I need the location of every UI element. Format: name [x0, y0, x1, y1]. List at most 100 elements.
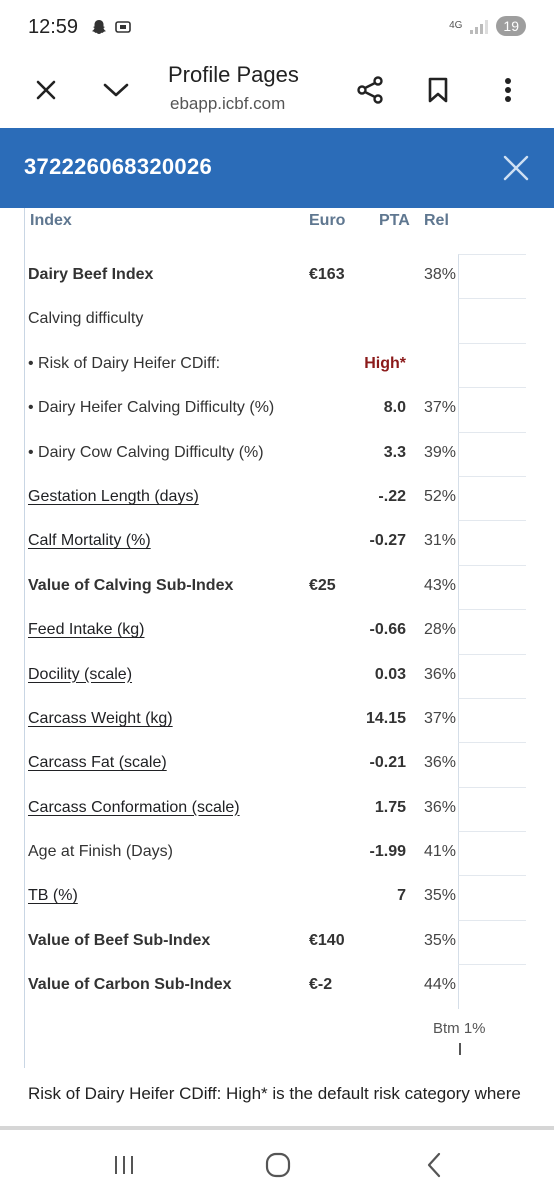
table-row: • Dairy Cow Calving Difficulty (%) 3.3 39%	[0, 431, 554, 476]
battery-badge: 19	[496, 16, 526, 36]
table-row: Age at Finish (Days) -1.99 41%	[0, 831, 554, 876]
table-row[interactable]: Carcass Weight (kg) 14.15 37%	[0, 697, 554, 743]
table-row[interactable]: Docility (scale) 0.03 36%	[0, 653, 554, 698]
table-row[interactable]: Feed Intake (kg) -0.66 28%	[0, 609, 554, 654]
table-header: Index Euro PTA Rel	[24, 208, 529, 240]
euro-value: €-2	[309, 976, 333, 994]
share-icon	[357, 76, 383, 104]
browser-header: Profile Pages ebapp.icbf.com	[0, 58, 554, 128]
trait-link[interactable]: Feed Intake (kg)	[28, 621, 145, 639]
trait-link[interactable]: Calf Mortality (%)	[28, 532, 151, 550]
header-rel: Rel	[424, 212, 449, 229]
graph-cell	[458, 387, 526, 432]
status-right: 4G 19	[449, 16, 526, 36]
graph-cell	[458, 742, 526, 787]
row-label: Value of Beef Sub-Index	[28, 931, 211, 949]
rel-value: 37%	[424, 399, 457, 417]
trait-link[interactable]: Carcass Fat (scale)	[28, 754, 167, 772]
euro-value: €25	[309, 576, 336, 594]
trait-link[interactable]: Carcass Conformation (scale)	[28, 798, 240, 816]
recents-icon	[115, 1156, 133, 1174]
risk-value: High*	[364, 354, 406, 372]
graph-cell	[458, 653, 526, 698]
table-row[interactable]: Carcass Fat (scale) -0.21 36%	[0, 742, 554, 787]
scale-tick	[459, 1043, 461, 1055]
graph-cell	[458, 564, 526, 610]
rel-value: 36%	[424, 665, 457, 683]
graph-cell	[458, 298, 526, 343]
euro-value: €163	[309, 266, 345, 283]
home-icon	[265, 1152, 291, 1178]
notification-icons	[90, 18, 132, 36]
rel-value: 43%	[424, 576, 457, 594]
scale-label: Btm 1%	[433, 1020, 486, 1037]
graph-cell	[458, 964, 526, 1009]
row-label: Value of Carbon Sub-Index	[28, 976, 232, 994]
more-options-button[interactable]	[488, 70, 528, 110]
rel-value: 31%	[424, 532, 457, 550]
table-row: Value of Calving Sub-Index €25 43%	[0, 564, 554, 610]
page-url: ebapp.icbf.com	[170, 94, 286, 113]
row-label: Value of Calving Sub-Index	[28, 576, 234, 594]
animal-id-title: 372226068320026	[24, 154, 213, 179]
content-bottom-divider	[0, 1126, 554, 1130]
system-nav-bar	[0, 1130, 554, 1200]
graph-cell	[458, 697, 526, 743]
pta-value: 8.0	[383, 399, 406, 417]
table-row: Value of Carbon Sub-Index €-2 44%	[0, 964, 554, 1009]
rel-value: 52%	[424, 487, 457, 505]
chevron-down-icon	[103, 83, 129, 97]
index-table-rows: Dairy Beef Index €163 38% Calving difficult…	[0, 254, 554, 1009]
close-tab-button[interactable]	[26, 70, 66, 110]
rel-value: 35%	[424, 887, 457, 905]
rel-value: 37%	[424, 709, 457, 727]
table-row: Dairy Beef Index €163 38%	[0, 254, 554, 299]
back-button[interactable]	[414, 1148, 454, 1182]
graph-cell	[458, 875, 526, 920]
bookmark-icon	[428, 77, 448, 103]
graph-cell	[458, 609, 526, 654]
close-icon	[36, 80, 56, 100]
trait-link[interactable]: Docility (scale)	[28, 665, 133, 683]
table-left-border	[24, 208, 25, 1068]
row-label: • Dairy Cow Calving Difficulty (%)	[28, 443, 264, 461]
network-type: 4G	[449, 20, 463, 31]
screen-record-icon	[114, 18, 132, 36]
row-label: • Dairy Heifer Calving Difficulty (%)	[28, 399, 275, 417]
table-row: Calving difficulty	[0, 298, 554, 343]
table-row[interactable]: TB (%) 7 35%	[0, 875, 554, 920]
pta-value: -0.21	[369, 754, 406, 772]
home-button[interactable]	[258, 1148, 298, 1182]
share-button[interactable]	[350, 70, 390, 110]
collapse-button[interactable]	[96, 70, 136, 110]
pta-value: -1.99	[369, 843, 406, 861]
graph-cell	[458, 919, 526, 965]
footnote-text: Risk of Dairy Heifer CDiff: High* is the…	[28, 1084, 521, 1103]
row-label: Age at Finish (Days)	[28, 843, 173, 861]
close-profile-button[interactable]	[498, 150, 534, 186]
snapchat-icon	[90, 18, 108, 36]
graph-cell	[458, 786, 526, 832]
recent-apps-button[interactable]	[104, 1148, 144, 1182]
table-row: • Risk of Dairy Heifer CDiff: High*	[0, 342, 554, 388]
rel-value: 38%	[424, 266, 457, 283]
table-row[interactable]: Calf Mortality (%) -0.27 31%	[0, 520, 554, 565]
header-pta: PTA	[379, 212, 410, 229]
trait-link[interactable]: Gestation Length (days)	[28, 487, 199, 505]
rel-value: 35%	[424, 931, 457, 949]
table-row[interactable]: Carcass Conformation (scale) 1.75 36%	[0, 786, 554, 832]
trait-link[interactable]: TB (%)	[28, 887, 78, 905]
graph-cell	[458, 475, 526, 521]
bookmark-button[interactable]	[418, 70, 458, 110]
row-label: Dairy Beef Index	[28, 266, 154, 283]
trait-link[interactable]: Carcass Weight (kg)	[28, 709, 173, 727]
pta-value: 1.75	[374, 798, 406, 816]
rel-value: 41%	[424, 843, 457, 861]
rel-value: 39%	[424, 443, 457, 461]
pta-value: -.22	[378, 487, 406, 505]
index-content[interactable]: Index Euro PTA Rel Dairy Beef Index €163 3…	[0, 208, 554, 1130]
table-row[interactable]: Gestation Length (days) -.22 52%	[0, 475, 554, 521]
graph-cell	[458, 342, 526, 388]
app-bar: 372226068320026	[0, 128, 554, 208]
page-title: Profile Pages	[168, 62, 299, 87]
